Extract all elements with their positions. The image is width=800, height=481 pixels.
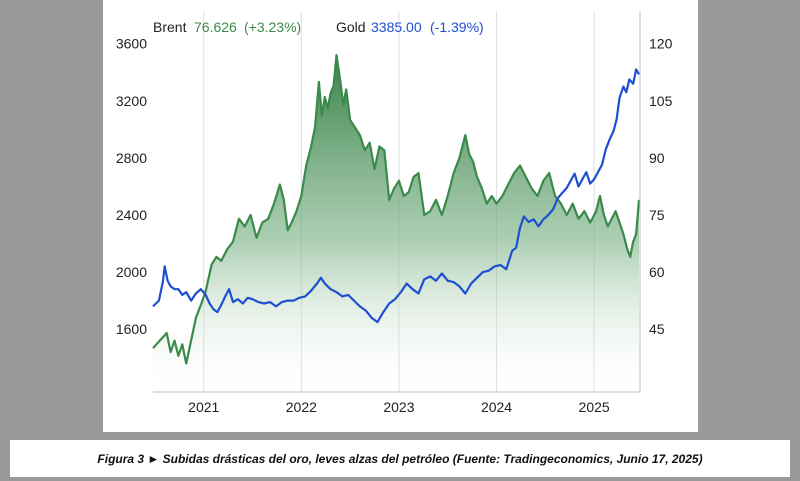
area-layer	[153, 55, 639, 392]
y-left-tick-2000: 2000	[116, 264, 147, 280]
chart-panel: 2021 2022 2023 2024 2025 1600 2000 2400 2800 3200…	[103, 0, 698, 432]
y-left-tick-2800: 2800	[116, 150, 147, 166]
legend-gold-change: (-1.39%)	[430, 19, 484, 35]
chart-svg: 2021 2022 2023 2024 2025 1600 2000 2400 2800 3200…	[116, 12, 673, 415]
legend-gold-value: 3385.00	[371, 19, 422, 35]
figure-caption: Figura 3 ► Subidas drásticas del oro, le…	[10, 440, 790, 477]
brent-line	[152, 54, 641, 365]
y-right-tick-45: 45	[649, 321, 665, 337]
y-left-tick-2400: 2400	[116, 207, 147, 223]
brent-area	[153, 55, 639, 392]
x-tick-2024: 2024	[481, 399, 512, 415]
legend: Brent 76.626 (+3.23%) Gold 3385.00 (-1.3…	[153, 19, 484, 35]
y-right-tick-105: 105	[649, 93, 673, 109]
x-tick-2021: 2021	[188, 399, 219, 415]
y-right-tick-90: 90	[649, 150, 665, 166]
legend-gold-label: Gold	[336, 19, 366, 35]
legend-brent-change: (+3.23%)	[244, 19, 301, 35]
y-right-tick-60: 60	[649, 264, 665, 280]
x-tick-2025: 2025	[579, 399, 610, 415]
y-left-tick-3600: 3600	[116, 36, 147, 52]
x-tick-2023: 2023	[383, 399, 414, 415]
gold-line	[152, 68, 640, 324]
legend-brent-label: Brent	[153, 19, 187, 35]
y-right-tick-75: 75	[649, 207, 665, 223]
line-layer	[152, 54, 641, 365]
x-tick-2022: 2022	[286, 399, 317, 415]
y-left-tick-3200: 3200	[116, 93, 147, 109]
axis-layer: 2021 2022 2023 2024 2025 1600 2000 2400 2800 3200…	[116, 12, 673, 415]
y-right-tick-120: 120	[649, 36, 673, 52]
caption-text: Figura 3 ► Subidas drásticas del oro, le…	[97, 451, 703, 466]
y-left-tick-1600: 1600	[116, 321, 147, 337]
legend-brent-value: 76.626	[194, 19, 237, 35]
